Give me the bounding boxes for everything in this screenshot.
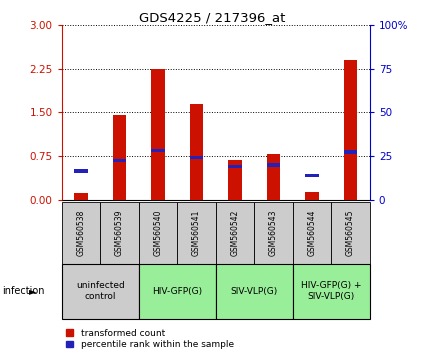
Bar — [62, 264, 139, 319]
Bar — [151, 149, 164, 152]
Bar — [113, 159, 126, 162]
Bar — [74, 193, 88, 200]
Bar — [228, 160, 242, 200]
Bar — [305, 174, 319, 177]
Bar — [267, 154, 280, 200]
Text: GSM560539: GSM560539 — [115, 210, 124, 256]
Text: GDS4225 / 217396_at: GDS4225 / 217396_at — [139, 11, 286, 24]
Bar — [344, 150, 357, 154]
Bar — [151, 69, 164, 200]
Bar — [293, 264, 370, 319]
Bar — [254, 202, 293, 264]
Text: GSM560543: GSM560543 — [269, 210, 278, 256]
Text: ►: ► — [29, 286, 37, 296]
Bar — [100, 202, 139, 264]
Text: GSM560545: GSM560545 — [346, 210, 355, 256]
Legend: transformed count, percentile rank within the sample: transformed count, percentile rank withi… — [66, 329, 234, 349]
Bar — [139, 202, 177, 264]
Bar — [331, 202, 370, 264]
Text: GSM560540: GSM560540 — [153, 210, 162, 256]
Bar — [344, 60, 357, 200]
Bar — [139, 264, 215, 319]
Bar — [293, 202, 331, 264]
Text: GSM560544: GSM560544 — [307, 210, 317, 256]
Text: infection: infection — [2, 286, 45, 296]
Bar — [228, 165, 242, 169]
Text: HIV-GFP(G): HIV-GFP(G) — [152, 287, 202, 296]
Text: SIV-VLP(G): SIV-VLP(G) — [231, 287, 278, 296]
Bar — [215, 264, 293, 319]
Text: GSM560538: GSM560538 — [76, 210, 85, 256]
Text: uninfected
control: uninfected control — [76, 281, 125, 301]
Bar — [267, 163, 280, 167]
Bar — [215, 202, 254, 264]
Text: GSM560542: GSM560542 — [230, 210, 239, 256]
Bar — [113, 115, 126, 200]
Bar — [190, 104, 203, 200]
Text: HIV-GFP(G) +
SIV-VLP(G): HIV-GFP(G) + SIV-VLP(G) — [301, 281, 362, 301]
Text: GSM560541: GSM560541 — [192, 210, 201, 256]
Bar — [62, 202, 100, 264]
Bar — [305, 193, 319, 200]
Bar — [190, 156, 203, 159]
Bar — [177, 202, 215, 264]
Bar — [74, 169, 88, 172]
